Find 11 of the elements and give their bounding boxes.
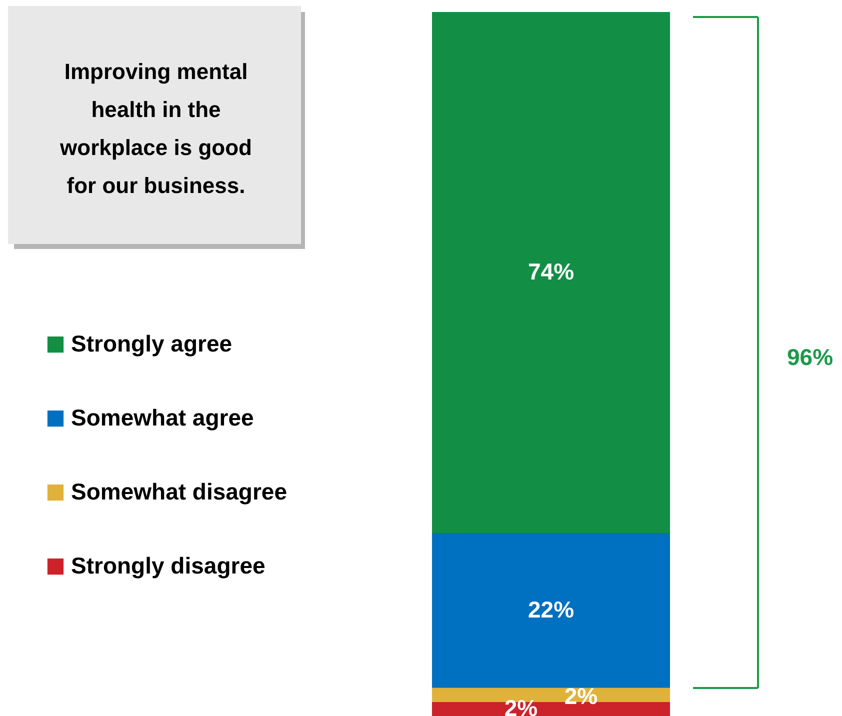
text: 96%	[786, 344, 834, 370]
data-label: 2%	[504, 694, 538, 716]
text: Improving mental health in the workplace is good for our business.	[59, 59, 252, 198]
legend-label: Strongly disagree	[71, 552, 266, 578]
data-label: 74%	[528, 258, 574, 284]
legend-label: Strongly agree	[71, 330, 232, 356]
data-label: 22%	[528, 596, 574, 622]
legend-label: Somewhat disagree	[71, 478, 288, 504]
bar	[432, 532, 670, 688]
bar	[432, 12, 670, 533]
legend-label: Somewhat agree	[71, 404, 254, 430]
